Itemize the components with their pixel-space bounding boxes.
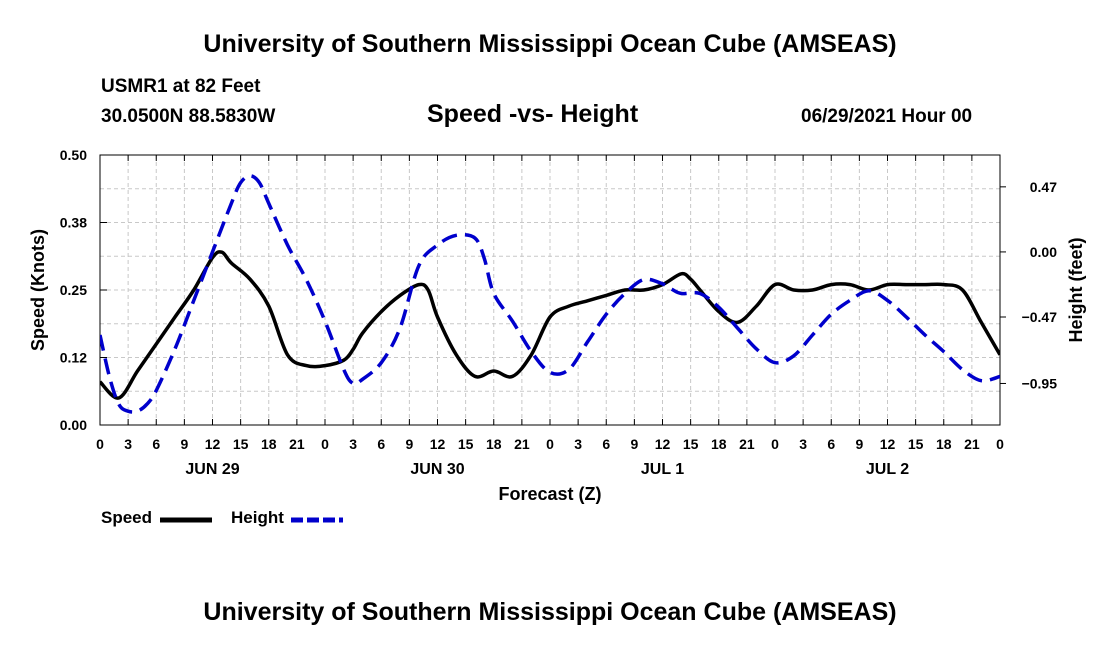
y2-tick-label: 0.00 [1030, 244, 1057, 260]
legend-height-label: Height [231, 508, 284, 527]
y2-tick-label: 0.47 [1030, 179, 1057, 195]
y2-tick-label: −0.95 [1022, 375, 1058, 391]
x-tick-label: 0 [771, 436, 779, 452]
x-tick-label: 3 [124, 436, 132, 452]
x-tick-label: 21 [514, 436, 530, 452]
y2-tick-label: −0.47 [1022, 309, 1058, 325]
y2-axis-label: Height (feet) [1066, 238, 1086, 343]
x-tick-label: 3 [799, 436, 807, 452]
x-tick-label: 0 [996, 436, 1004, 452]
x-tick-label: 6 [602, 436, 610, 452]
y-axis-label: Speed (Knots) [28, 229, 48, 351]
top-title: University of Southern Mississippi Ocean… [203, 30, 897, 58]
x-tick-label: 15 [233, 436, 249, 452]
x-tick-label: 3 [574, 436, 582, 452]
y-tick-label: 0.12 [60, 350, 87, 366]
y-tick-label: 0.00 [60, 417, 87, 433]
series-line-height [100, 174, 1000, 414]
x-tick-label: 15 [683, 436, 699, 452]
x-tick-label: 15 [458, 436, 474, 452]
x-tick-label: 18 [936, 436, 952, 452]
x-tick-label: 18 [486, 436, 502, 452]
x-tick-label: 18 [711, 436, 727, 452]
x-tick-label: 0 [546, 436, 554, 452]
x-tick-label: 12 [205, 436, 221, 452]
coordinates-label: 30.0500N 88.5830W [101, 106, 276, 127]
x-tick-label: 3 [349, 436, 357, 452]
x-tick-label: 12 [430, 436, 446, 452]
bottom-title: University of Southern Mississippi Ocean… [203, 598, 897, 626]
x-tick-label: 18 [261, 436, 277, 452]
x-tick-label: 15 [908, 436, 924, 452]
x-tick-label: 12 [655, 436, 671, 452]
plot-title: Speed -vs- Height [427, 100, 639, 128]
station-label: USMR1 at 82 Feet [101, 76, 261, 97]
y-tick-label: 0.38 [60, 215, 87, 231]
x-tick-label: 21 [739, 436, 755, 452]
x-tick-label: 6 [152, 436, 160, 452]
x-tick-label: 9 [630, 436, 638, 452]
x-day-label: JUN 29 [185, 461, 239, 478]
x-tick-label: 12 [880, 436, 896, 452]
forecast-date: 06/29/2021 Hour 00 [801, 106, 973, 127]
y-tick-label: 0.50 [60, 147, 87, 163]
x-tick-label: 21 [289, 436, 305, 452]
x-day-label: JUL 2 [866, 461, 909, 478]
x-tick-label: 6 [827, 436, 835, 452]
x-tick-label: 6 [377, 436, 385, 452]
x-tick-label: 21 [964, 436, 980, 452]
legend-speed-label: Speed [101, 508, 153, 527]
x-tick-label: 9 [855, 436, 863, 452]
y-tick-label: 0.25 [60, 282, 87, 298]
x-day-label: JUN 30 [410, 461, 464, 478]
x-tick-label: 9 [180, 436, 188, 452]
x-axis-label: Forecast (Z) [498, 484, 601, 504]
series-line-speed [100, 250, 1000, 400]
x-day-label: JUL 1 [641, 461, 684, 478]
x-tick-label: 0 [96, 436, 104, 452]
x-tick-label: 0 [321, 436, 329, 452]
x-tick-label: 9 [405, 436, 413, 452]
